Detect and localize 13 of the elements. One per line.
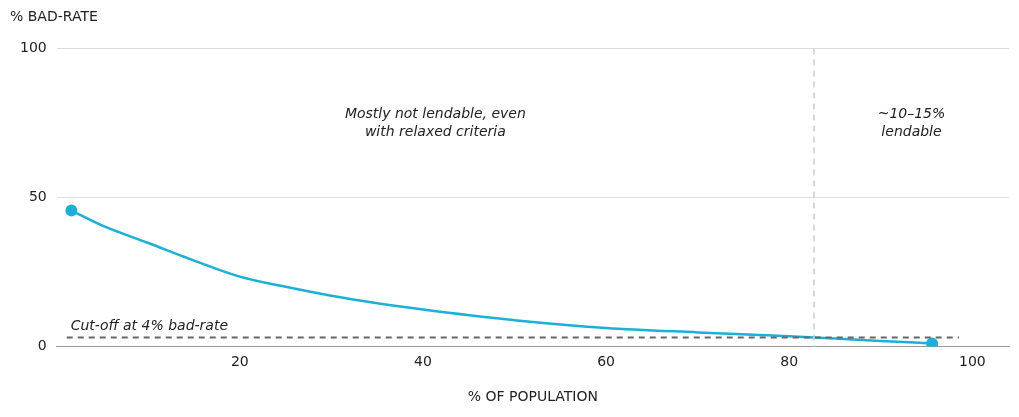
y-tick-label: 100 xyxy=(19,39,47,56)
x-tick-label: 80 xyxy=(780,353,799,370)
annotation: ~10–15% lendable xyxy=(877,104,946,139)
x-tick-label: 100 xyxy=(959,353,986,370)
ref-line-label: Cut-off at 4% bad-rate xyxy=(70,317,229,334)
y-axis-title: % BAD-RATE xyxy=(10,8,98,24)
x-axis-title: % OF POPULATION xyxy=(467,388,598,405)
y-tick-label: 0 xyxy=(37,337,47,354)
annotation: Mostly not lendable, even with relaxed criteria xyxy=(344,104,526,139)
x-tick-label: 20 xyxy=(230,353,249,370)
y-tick-label: 50 xyxy=(28,188,47,205)
x-tick-label: 60 xyxy=(597,353,616,370)
x-tick-label: 40 xyxy=(414,353,432,370)
